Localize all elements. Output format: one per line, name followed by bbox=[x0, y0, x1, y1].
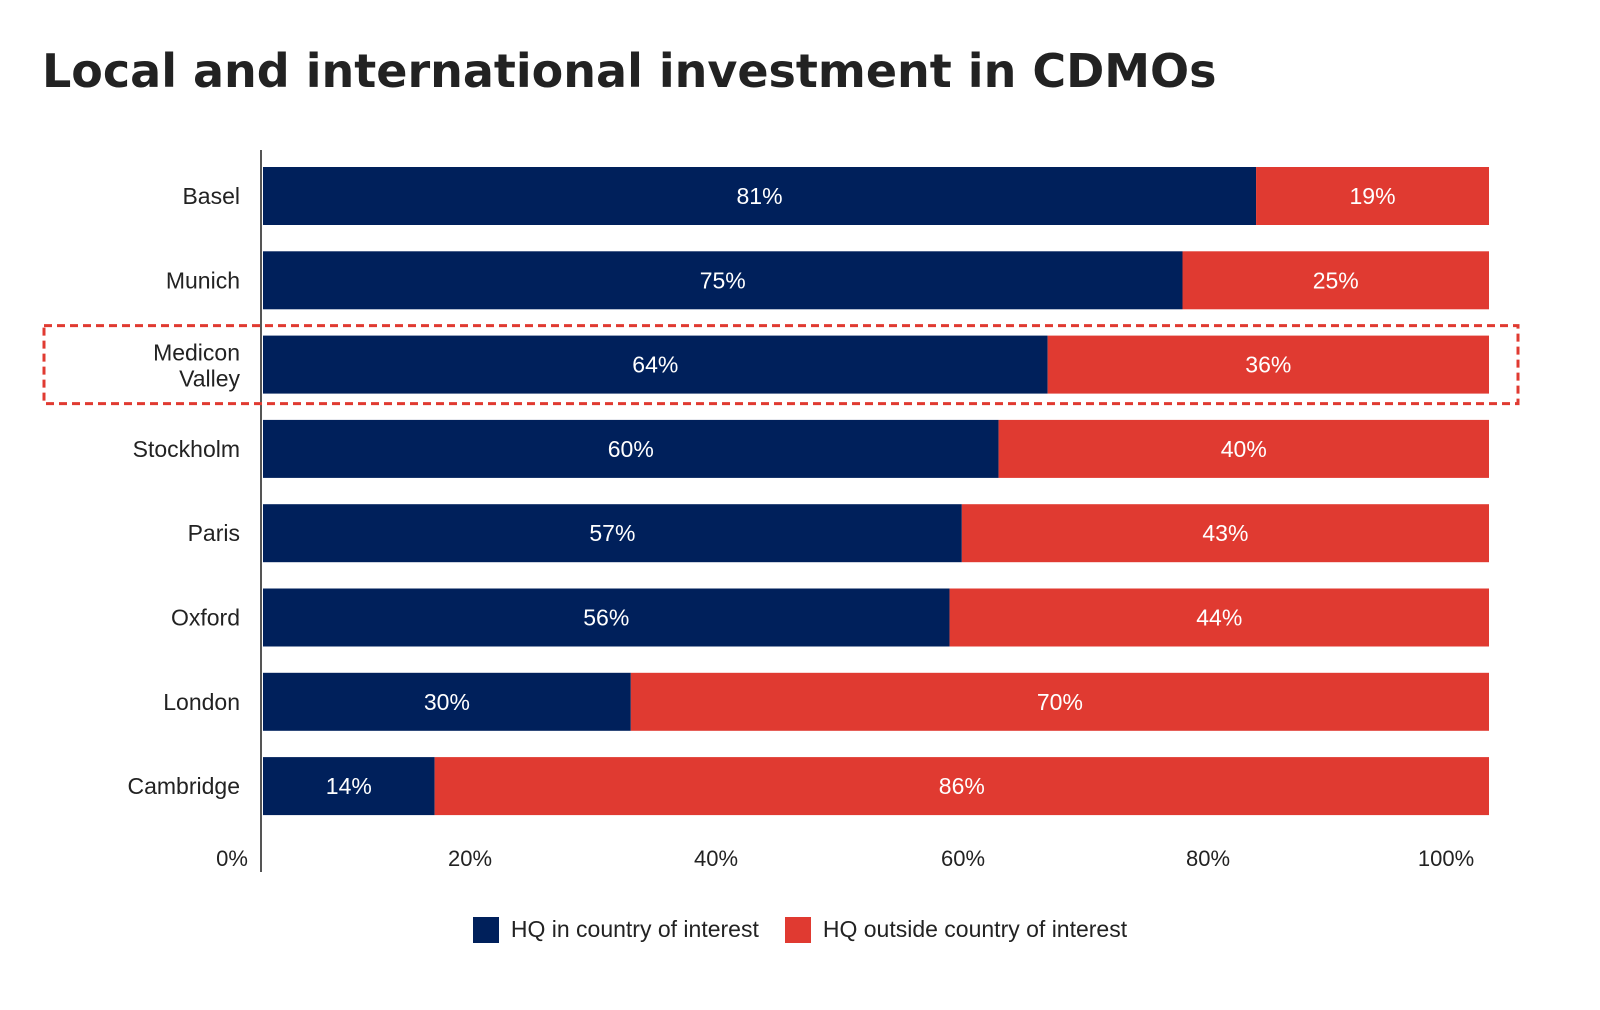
bar-local-munich bbox=[263, 251, 1183, 310]
x-tick-label-60pct: 60% bbox=[941, 846, 985, 871]
category-label-basel: Basel bbox=[182, 183, 240, 209]
x-tick-label-40pct: 40% bbox=[694, 846, 738, 871]
category-label-stockholm: Stockholm bbox=[133, 436, 240, 462]
data-label-outside-cambridge: 86% bbox=[939, 773, 985, 799]
x-tick-label-100pct: 100% bbox=[1418, 846, 1474, 871]
bar-local-stockholm bbox=[263, 419, 999, 478]
data-label-outside-london: 70% bbox=[1037, 689, 1083, 715]
bar-outside-cambridge bbox=[434, 757, 1489, 816]
bar-outside-stockholm bbox=[998, 419, 1489, 478]
category-label-cambridge: Cambridge bbox=[128, 773, 241, 799]
bar-local-oxford bbox=[263, 588, 950, 647]
legend-item-local: HQ in country of interest bbox=[472, 916, 759, 943]
data-label-outside-munich: 25% bbox=[1313, 267, 1359, 293]
bar-local-paris bbox=[263, 504, 962, 563]
legend-label-local: HQ in country of interest bbox=[510, 916, 759, 942]
data-label-outside-stockholm: 40% bbox=[1221, 436, 1267, 462]
legend-swatch-local bbox=[472, 916, 499, 943]
data-label-outside-oxford: 44% bbox=[1196, 605, 1242, 631]
x-tick-label-20pct: 20% bbox=[448, 846, 492, 871]
bar-outside-oxford bbox=[949, 588, 1489, 647]
stacked-bar-chart: 81% 19% Basel 75% 25% Munich 64% 36% Medicon Vall… bbox=[42, 150, 1520, 872]
bar-local-basel bbox=[263, 167, 1257, 225]
data-label-outside-basel: 19% bbox=[1350, 183, 1396, 209]
category-label-london: London bbox=[163, 689, 240, 715]
data-label-outside-medicon-valley: 36% bbox=[1245, 352, 1291, 378]
bar-local-london bbox=[263, 672, 631, 731]
x-tick-label-0pct: 0% bbox=[216, 846, 248, 871]
bar-outside-munich bbox=[1182, 251, 1489, 310]
data-label-local-oxford: 56% bbox=[583, 605, 629, 631]
data-label-local-cambridge: 14% bbox=[326, 773, 372, 799]
data-label-outside-paris: 43% bbox=[1202, 520, 1248, 546]
legend: HQ in country of interest HQ outside cou… bbox=[0, 916, 1600, 943]
data-label-local-munich: 75% bbox=[700, 267, 746, 293]
bar-outside-medicon-valley bbox=[1047, 335, 1489, 394]
category-label-paris: Paris bbox=[188, 520, 240, 546]
data-label-local-stockholm: 60% bbox=[608, 436, 654, 462]
bar-local-cambridge bbox=[263, 757, 435, 816]
data-label-local-basel: 81% bbox=[737, 183, 783, 209]
x-tick-label-80pct: 80% bbox=[1186, 846, 1230, 871]
bar-local-medicon-valley bbox=[263, 335, 1048, 394]
bar-outside-paris bbox=[961, 504, 1489, 563]
highlight-box-medicon-valley bbox=[42, 324, 1520, 406]
legend-swatch-outside bbox=[784, 916, 811, 943]
category-label-oxford: Oxford bbox=[171, 605, 240, 631]
data-label-local-london: 30% bbox=[424, 689, 470, 715]
bar-outside-basel bbox=[1256, 167, 1489, 225]
category-label-medicon-valley: Medicon Valley bbox=[153, 340, 240, 392]
bar-outside-london bbox=[630, 672, 1489, 731]
category-label-munich: Munich bbox=[166, 267, 240, 293]
legend-item-outside: HQ outside country of interest bbox=[784, 916, 1128, 943]
data-label-local-paris: 57% bbox=[589, 520, 635, 546]
legend-label-outside: HQ outside country of interest bbox=[822, 916, 1128, 942]
data-label-local-medicon-valley: 64% bbox=[632, 352, 678, 378]
chart-title: Local and international investment in CD… bbox=[42, 44, 1217, 98]
